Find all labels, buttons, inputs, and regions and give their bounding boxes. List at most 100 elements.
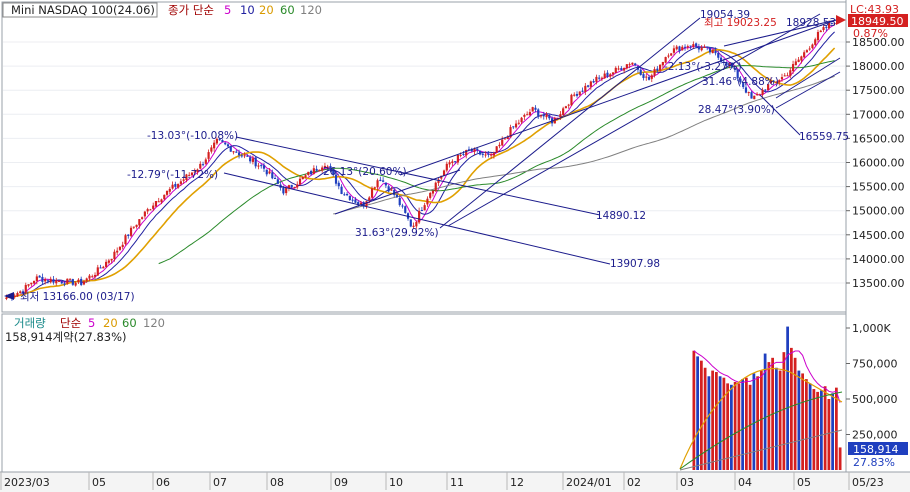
- candle-down: [481, 153, 484, 155]
- volume-bar: [838, 447, 842, 470]
- downtrend-channel-upper: [235, 136, 601, 216]
- volume-bar: [752, 373, 756, 470]
- candle-down: [346, 193, 349, 196]
- vol-ma20-legend[interactable]: 20: [103, 316, 118, 330]
- candle-up: [614, 67, 617, 73]
- date-tick-label: 05: [92, 476, 106, 489]
- candle-down: [218, 139, 221, 141]
- price-axis-labels: 18500.00 18000.00 17500.00 17000.00 16500.00…: [846, 36, 905, 290]
- candle-down: [340, 186, 343, 194]
- candle-down: [379, 179, 382, 182]
- candle-up: [210, 147, 213, 152]
- candle-up: [415, 222, 418, 227]
- price-legend-prefix: 종가 단순: [168, 3, 214, 17]
- candle-up: [501, 139, 504, 146]
- candle-up: [570, 94, 573, 106]
- high-level-line: [723, 19, 837, 47]
- date-tick-label: 09: [334, 476, 348, 489]
- candle-down: [542, 114, 545, 117]
- candle-down: [575, 93, 579, 96]
- trend-channels: [223, 13, 841, 265]
- candle-down: [534, 107, 537, 110]
- candle-down: [731, 62, 734, 68]
- candle-up: [775, 81, 778, 83]
- candle-up: [24, 284, 27, 293]
- candle-up: [359, 202, 363, 205]
- candle-down: [639, 69, 642, 75]
- candle-down: [127, 234, 130, 236]
- candle-up: [814, 39, 817, 45]
- instrument-title: Mini NASDAQ 100(24.06): [11, 3, 155, 17]
- candlesticks: [5, 20, 836, 301]
- instrument-box: [2, 2, 158, 18]
- candle-up: [44, 279, 47, 282]
- vol-ma120-legend[interactable]: 120: [143, 316, 165, 330]
- candle-down: [606, 72, 609, 77]
- ma120-legend[interactable]: 120: [300, 3, 322, 17]
- candle-down: [642, 74, 645, 78]
- candle-up: [196, 169, 199, 172]
- candle-up: [312, 168, 315, 174]
- price-tick-label: 18500.00: [852, 36, 905, 49]
- candle-down: [63, 283, 66, 285]
- candle-up: [686, 46, 689, 48]
- volume-bar: [831, 393, 834, 470]
- candle-down: [387, 186, 390, 192]
- candle-down: [478, 150, 482, 155]
- annotation-angle-4: -13.03°(-10.08%): [147, 130, 238, 142]
- candle-down: [404, 206, 407, 213]
- candle-up: [783, 75, 786, 77]
- candle-up: [152, 205, 155, 209]
- candle-down: [620, 68, 623, 71]
- ma20-legend[interactable]: 20: [259, 3, 274, 17]
- volume-bar: [703, 367, 707, 470]
- candle-up: [780, 77, 784, 80]
- candle-up: [57, 280, 61, 282]
- candle-up: [797, 59, 800, 63]
- date-tick-label: 05: [797, 476, 811, 489]
- candle-up: [609, 74, 612, 77]
- candle-up: [204, 159, 207, 164]
- candle-down: [487, 153, 490, 155]
- date-tick-label: 05/23: [852, 476, 884, 489]
- candle-up: [179, 181, 182, 184]
- candle-up: [49, 278, 52, 283]
- candle-down: [273, 177, 277, 179]
- candle-down: [725, 62, 728, 66]
- candle-up: [426, 198, 429, 205]
- candle-down: [229, 146, 232, 152]
- vol-ma60-legend[interactable]: 60: [122, 316, 137, 330]
- candle-down: [697, 46, 700, 50]
- candle-up: [185, 174, 188, 180]
- candle-up: [215, 138, 218, 144]
- candle-down: [689, 45, 692, 47]
- candle-up: [758, 94, 761, 96]
- volume-ma120-line: [679, 429, 843, 471]
- candle-up: [323, 165, 327, 168]
- candle-down: [587, 85, 590, 87]
- candle-up: [163, 194, 166, 200]
- candle-down: [733, 68, 736, 70]
- candle-up: [157, 201, 160, 203]
- vol-ma5-legend[interactable]: 5: [88, 316, 95, 330]
- candle-down: [717, 52, 720, 58]
- date-tick-label: 12: [510, 476, 524, 489]
- candle-up: [113, 251, 116, 260]
- candle-up: [539, 115, 543, 117]
- candle-up: [171, 184, 174, 189]
- candle-up: [149, 209, 152, 211]
- ma10-legend[interactable]: 10: [240, 3, 255, 17]
- candle-up: [442, 170, 446, 176]
- candle-down: [382, 180, 385, 182]
- ma60-legend[interactable]: 60: [280, 3, 295, 17]
- candle-up: [833, 23, 836, 25]
- ma5-legend[interactable]: 5: [224, 3, 231, 17]
- ma10-line: [6, 31, 835, 298]
- candle-up: [93, 274, 97, 277]
- date-tick-label: 02: [627, 476, 641, 489]
- candle-down: [60, 281, 63, 284]
- volume-bar: [726, 383, 729, 470]
- candle-up: [661, 62, 664, 66]
- candle-down: [750, 92, 753, 99]
- volume-bar: [801, 373, 804, 470]
